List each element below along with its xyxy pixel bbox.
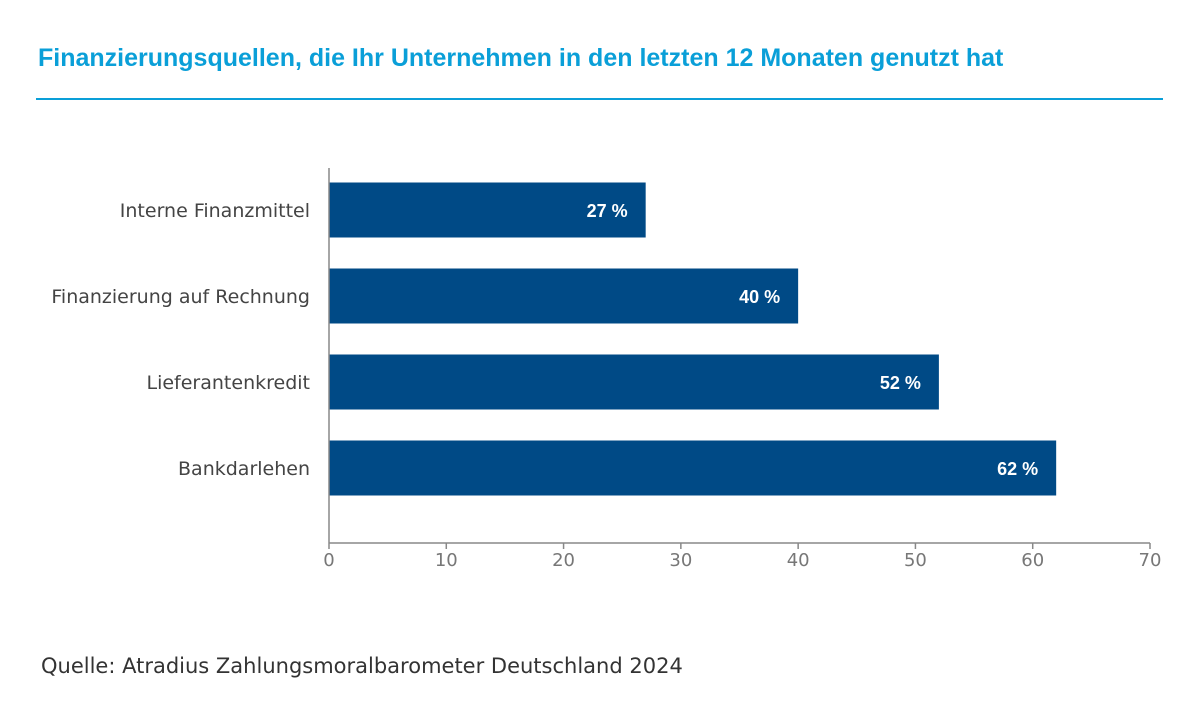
category-label: Bankdarlehen xyxy=(178,458,310,480)
bar xyxy=(329,440,1057,496)
x-tick-label: 10 xyxy=(435,550,458,571)
category-label: Finanzierung auf Rechnung xyxy=(51,286,310,308)
title-divider xyxy=(36,98,1163,100)
bar xyxy=(329,354,939,410)
category-label: Lieferantenkredit xyxy=(147,372,311,394)
bar xyxy=(329,268,799,324)
x-tick-label: 60 xyxy=(1021,550,1044,571)
chart-title: Finanzierungsquellen, die Ihr Unternehme… xyxy=(38,44,1004,72)
x-tick-label: 40 xyxy=(787,550,810,571)
x-tick-label: 70 xyxy=(1139,550,1162,571)
x-tick-label: 30 xyxy=(669,550,692,571)
bar-value-label: 62 % xyxy=(997,459,1038,479)
x-tick-label: 0 xyxy=(323,550,334,571)
x-tick-label: 50 xyxy=(904,550,927,571)
bar xyxy=(329,182,646,238)
bar-value-label: 27 % xyxy=(587,201,628,221)
source-note: Quelle: Atradius Zahlungsmoralbarometer … xyxy=(41,654,683,678)
bar-value-label: 40 % xyxy=(739,287,780,307)
category-label: Interne Finanzmittel xyxy=(120,200,310,222)
x-tick-label: 20 xyxy=(552,550,575,571)
bar-value-label: 52 % xyxy=(880,373,921,393)
bar-chart: 27 % Interne Finanzmittel 40 % Finanzierung… xyxy=(51,168,1162,571)
